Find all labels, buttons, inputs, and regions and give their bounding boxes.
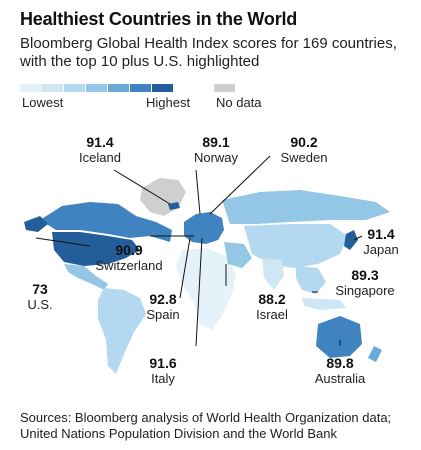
callout-score: 89.8	[326, 355, 354, 371]
callout-italy: 91.6 Italy	[140, 355, 186, 387]
legend-nodata-label: No data	[216, 95, 262, 110]
callout-score: 89.3	[351, 267, 379, 283]
color-legend	[20, 84, 173, 92]
callout-spain: 92.8 Spain	[140, 291, 186, 323]
asia-shape	[244, 224, 348, 268]
legend-nodata-swatch	[214, 84, 235, 92]
callout-singapore: 89.3 Singapore	[328, 267, 402, 299]
legend-high-label: Highest	[146, 95, 191, 110]
new-zealand-shape	[368, 346, 382, 362]
leader-line-norway	[195, 169, 201, 215]
callout-country: U.S.	[27, 297, 53, 312]
callout-norway: 89.1 Norway	[188, 134, 244, 166]
callout-country: Spain	[146, 307, 180, 322]
callout-country: Singapore	[335, 283, 395, 298]
legend-color-scale	[20, 84, 173, 92]
legend-swatch	[42, 84, 63, 92]
callout-australia: 89.8 Australia	[308, 355, 372, 387]
japan-shape	[344, 230, 358, 250]
australia-shape	[316, 316, 362, 358]
callout-israel: 88.2 Israel	[244, 291, 300, 323]
callout-switzerland: 90.9 Switzerland	[88, 242, 170, 274]
callout-country: Israel	[256, 307, 288, 322]
legend-low-label: Lowest	[22, 95, 64, 110]
callout-iceland: 91.4 Iceland	[72, 134, 128, 166]
southeast-asia-shape	[296, 266, 326, 294]
middle-east-shape	[224, 242, 252, 268]
legend-swatch	[108, 84, 129, 92]
legend-swatch	[152, 84, 173, 92]
callout-country: Sweden	[280, 150, 328, 165]
callout-score: 89.1	[202, 134, 230, 150]
leader-line-iceland	[113, 169, 171, 205]
india-shape	[262, 258, 284, 290]
callout-score: 91.4	[367, 226, 395, 242]
callout-country: Iceland	[79, 150, 121, 165]
usa-shape	[52, 232, 140, 266]
callout-score: 92.8	[149, 291, 177, 307]
callout-score: 90.9	[115, 242, 143, 258]
iceland-shape	[168, 202, 180, 210]
callout-japan: 91.4 Japan	[356, 226, 406, 258]
callout-score: 73	[32, 281, 48, 297]
legend-swatch	[20, 84, 41, 92]
chart-subtitle: Bloomberg Global Health Index scores for…	[20, 35, 397, 70]
callout-score: 91.4	[86, 134, 114, 150]
callout-country: Australia	[314, 371, 366, 386]
source-note: Sources: Bloomberg analysis of World Hea…	[20, 410, 392, 441]
callout-country: Italy	[151, 371, 175, 386]
callout-leader-lines	[35, 155, 363, 347]
leader-line-italy	[195, 237, 203, 347]
callout-country: Switzerland	[95, 258, 163, 273]
indonesia-shape	[302, 298, 346, 310]
canada-shape	[40, 202, 172, 242]
callout-country: Norway	[193, 150, 239, 165]
callout-score: 91.6	[149, 355, 177, 371]
callout-score: 88.2	[258, 291, 286, 307]
alaska-shape	[24, 216, 48, 232]
africa-shape	[176, 248, 236, 330]
legend-swatch	[130, 84, 151, 92]
callout-us: 73 U.S.	[22, 281, 58, 313]
leader-line-spain	[179, 237, 191, 299]
callout-score: 90.2	[290, 134, 318, 150]
legend-swatch	[64, 84, 85, 92]
leader-line-japan	[353, 235, 363, 241]
world-map	[24, 155, 390, 374]
south-america-shape	[98, 288, 146, 374]
leader-line-sweden	[209, 155, 271, 215]
greenland-shape	[140, 178, 186, 216]
leader-line-us	[35, 237, 91, 247]
russia-shape	[222, 190, 390, 224]
chart-title: Healthiest Countries in the World	[20, 9, 298, 29]
callout-sweden: 90.2 Sweden	[274, 134, 334, 166]
callout-country: Japan	[363, 242, 399, 257]
legend-swatch	[86, 84, 107, 92]
mexico-shape	[64, 264, 108, 290]
